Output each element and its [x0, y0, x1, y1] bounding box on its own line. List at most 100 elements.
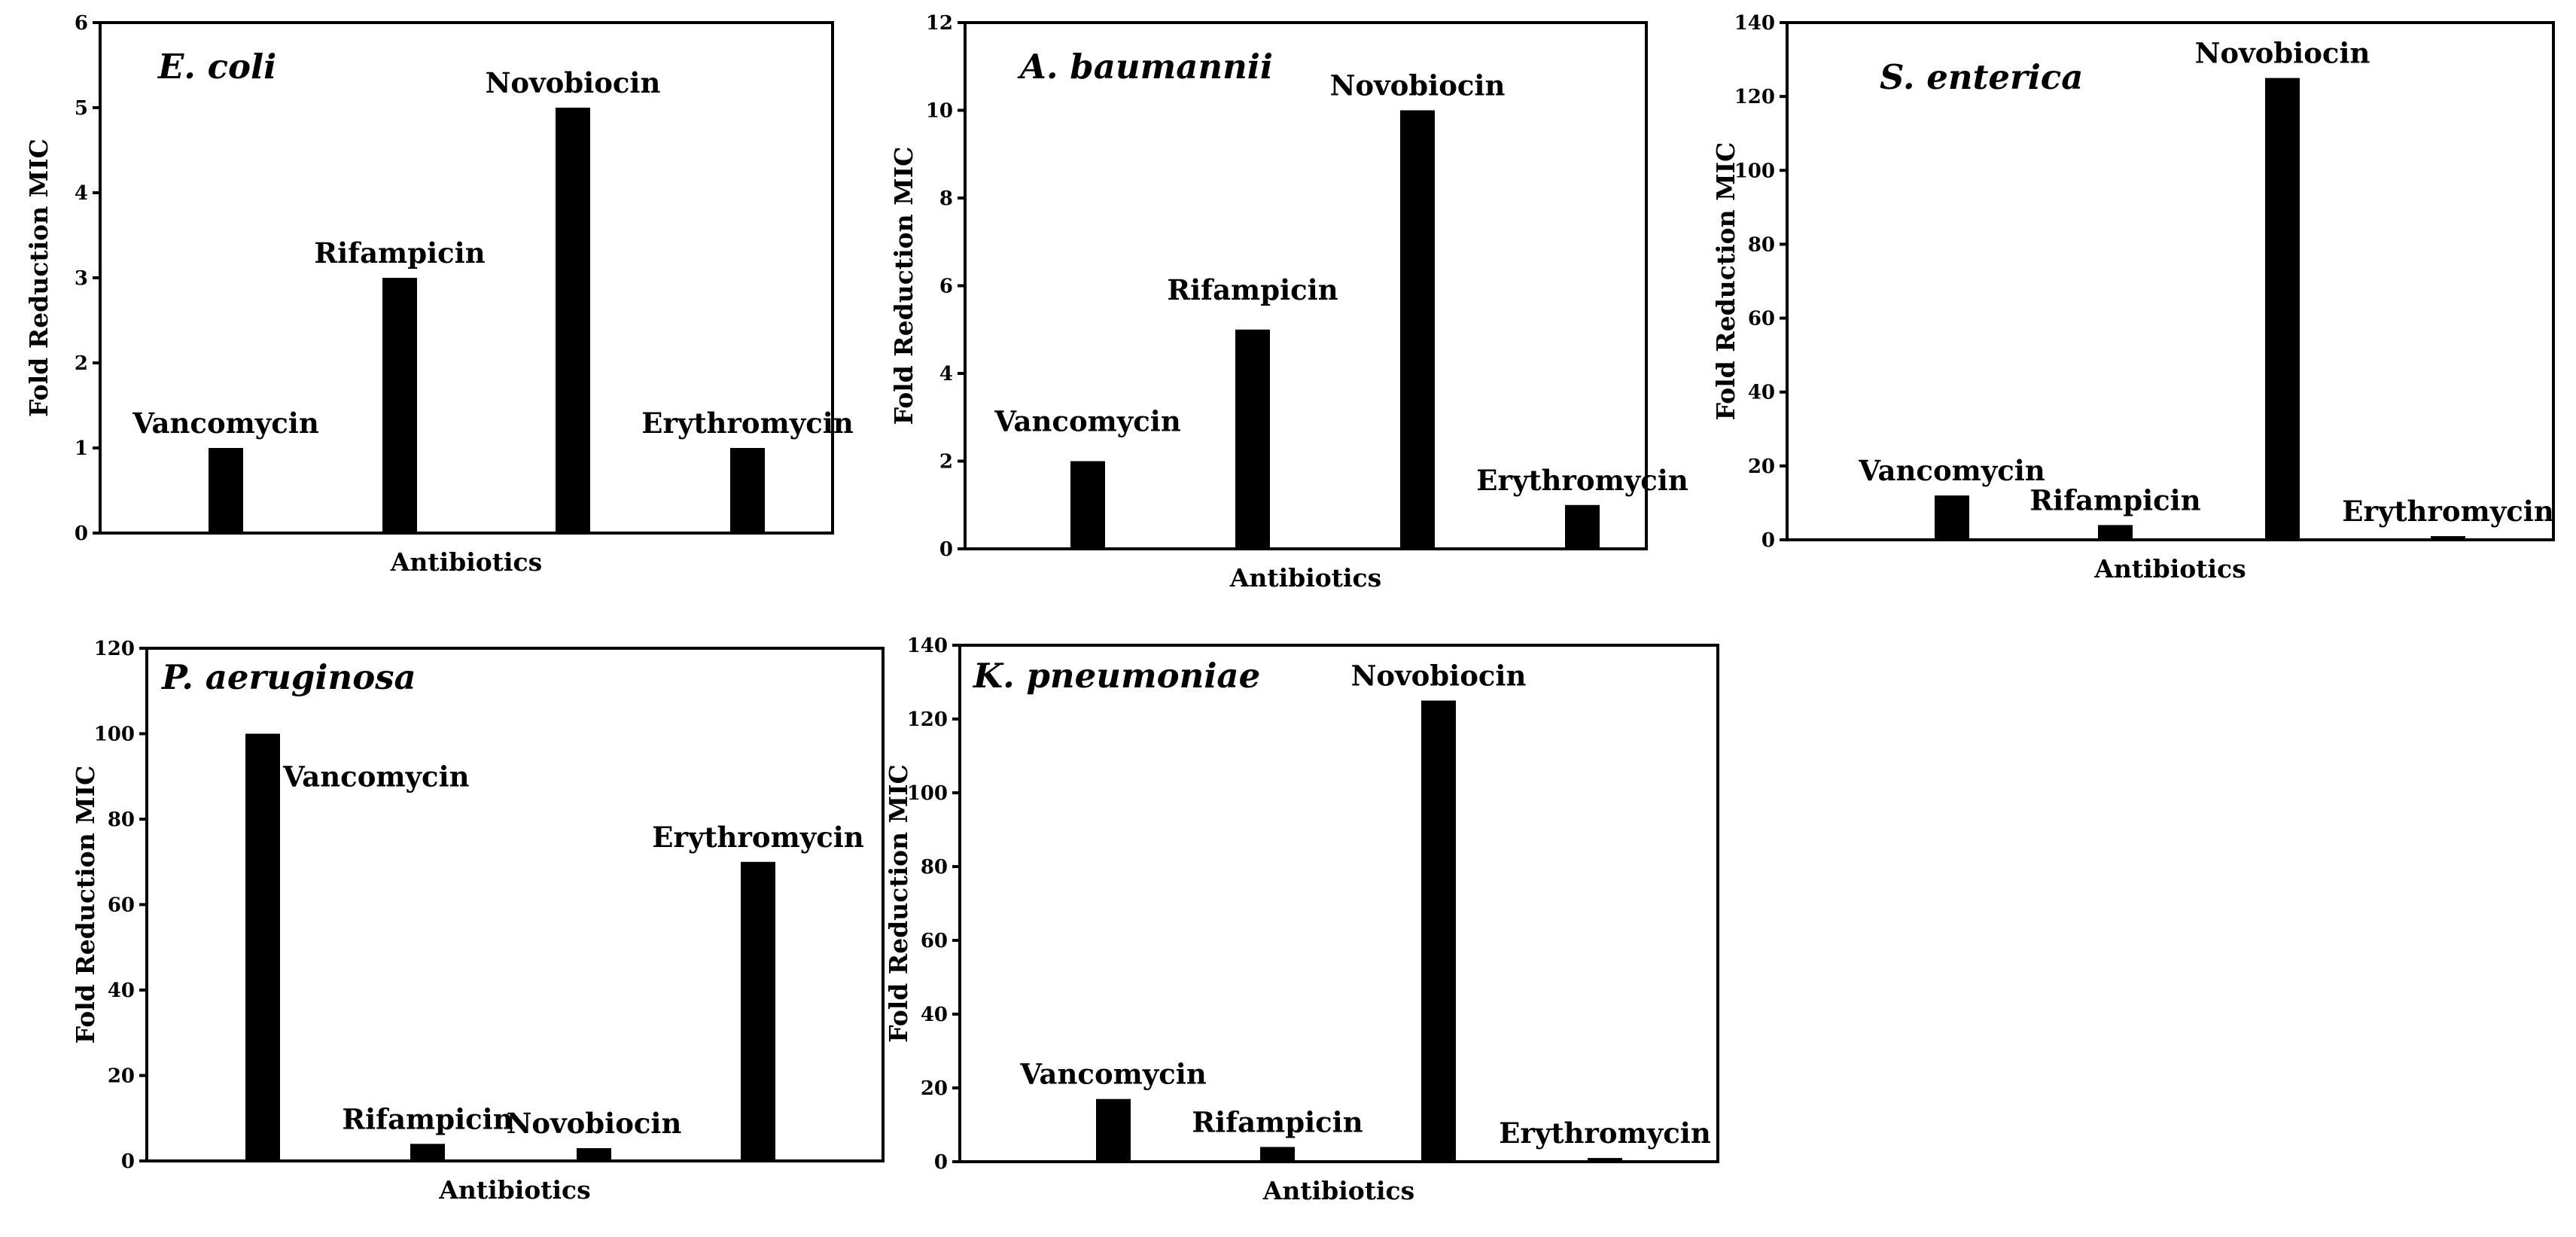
y-tick-label: 100: [94, 724, 135, 746]
y-tick-label: 120: [94, 638, 135, 660]
bar-vancomycin: [209, 448, 243, 533]
bar-rifampicin: [410, 1144, 445, 1161]
chart-title: S. enterica: [1880, 57, 2083, 97]
chart-panel-1: 0 1 2 3 4 5 6 Vancomycin Rifampicin Novobiocin Ery…: [24, 12, 854, 577]
bar-label-rifampicin: Rifampicin: [1192, 1105, 1363, 1138]
bar-label-erythromycin: Erythromycin: [1476, 464, 1688, 497]
y-tick-label: 5: [75, 97, 88, 120]
bar-erythromycin: [741, 861, 775, 1161]
y-tick-label: 10: [926, 100, 953, 123]
y-tick-label: 40: [108, 980, 135, 1002]
bar-label-vancomycin: Vancomycin: [132, 407, 319, 440]
bar-label-vancomycin: Vancomycin: [1858, 454, 2045, 487]
x-axis-title: Antibiotics: [1229, 563, 1381, 593]
bar-label-erythromycin: Erythromycin: [641, 407, 854, 440]
y-tick-label: 60: [108, 894, 135, 917]
bar-label-vancomycin: Vancomycin: [994, 405, 1181, 438]
y-tick-label: 120: [907, 708, 948, 731]
y-tick-label: 100: [1734, 160, 1775, 182]
x-axis-title: Antibiotics: [2093, 554, 2246, 583]
y-tick-label: 120: [1734, 86, 1775, 108]
bar-label-vancomycin: Vancomycin: [282, 760, 470, 794]
y-tick-label: 0: [934, 1151, 948, 1174]
y-tick-label: 140: [907, 635, 948, 657]
bar-rifampicin: [1260, 1147, 1295, 1162]
bar-erythromycin: [2431, 536, 2465, 540]
bar-label-novobiocin: Novobiocin: [507, 1107, 682, 1140]
y-tick-label: 1: [75, 437, 88, 460]
bar-rifampicin: [2098, 525, 2133, 540]
chart-title: P. aeruginosa: [160, 657, 416, 697]
bar-erythromycin: [1588, 1158, 1622, 1162]
y-tick-label: 12: [926, 12, 953, 35]
y-tick-label: 0: [939, 538, 953, 561]
bar-label-erythromycin: Erythromycin: [2342, 495, 2554, 528]
bar-label-novobiocin: Novobiocin: [486, 66, 661, 99]
y-tick-label: 4: [939, 363, 953, 385]
bar-label-rifampicin: Rifampicin: [2029, 483, 2200, 516]
bar-label-rifampicin: Rifampicin: [314, 236, 485, 270]
chart-title: A. baumannii: [1017, 47, 1273, 87]
bar-vancomycin: [245, 733, 280, 1161]
y-tick-label: 40: [1748, 382, 1775, 404]
bar-label-novobiocin: Novobiocin: [1330, 69, 1506, 102]
y-tick-label: 40: [921, 1004, 948, 1026]
y-tick-label: 8: [939, 187, 953, 210]
bar-label-erythromycin: Erythromycin: [1499, 1117, 1711, 1150]
y-axis-title: Fold Reduction MIC: [889, 147, 918, 425]
x-axis-title: Antibiotics: [390, 547, 542, 577]
chart-title: E. coli: [157, 47, 276, 87]
y-tick-label: 80: [921, 856, 948, 879]
bar-novobiocin: [1421, 700, 1456, 1162]
bar-rifampicin: [1235, 329, 1270, 549]
bar-label-erythromycin: Erythromycin: [652, 821, 864, 854]
y-tick-label: 100: [907, 782, 948, 805]
y-tick-label: 0: [1761, 529, 1775, 552]
chart-panel-2: 0 2 4 6 8 10 12 Vancomycin Rifampicin Novobiocin E…: [889, 12, 1688, 593]
x-axis-title: Antibiotics: [438, 1175, 590, 1205]
y-axis-title: Fold Reduction MIC: [884, 764, 913, 1043]
y-tick-label: 0: [75, 523, 88, 545]
bar-label-novobiocin: Novobiocin: [1351, 660, 1527, 693]
bar-vancomycin: [1935, 495, 1969, 540]
y-axis-title: Fold Reduction MIC: [71, 766, 100, 1044]
y-tick-label: 140: [1734, 12, 1775, 35]
y-tick-label: 60: [1748, 308, 1775, 331]
bar-label-rifampicin: Rifampicin: [1167, 273, 1338, 306]
bar-rifampicin: [382, 278, 417, 533]
plot-frame: [1786, 21, 2555, 541]
bar-label-vancomycin: Vancomycin: [1019, 1058, 1207, 1091]
bar-novobiocin: [2265, 78, 2300, 541]
bar-erythromycin: [1565, 504, 1600, 549]
bar-label-rifampicin: Rifampicin: [342, 1102, 513, 1135]
bar-novobiocin: [556, 108, 590, 533]
chart-panel-5: 0 20 40 60 80 100 120 140 Vancomycin Rifampicin No…: [884, 635, 1719, 1205]
chart-title: K. pneumoniae: [972, 656, 1260, 696]
y-tick-label: 6: [75, 12, 88, 35]
y-tick-label: 6: [939, 276, 953, 298]
y-tick-label: 3: [75, 267, 88, 290]
bar-vancomycin: [1096, 1098, 1131, 1162]
y-tick-label: 80: [108, 809, 135, 831]
y-tick-label: 4: [75, 182, 88, 205]
bar-novobiocin: [1400, 110, 1435, 549]
y-tick-label: 0: [121, 1150, 135, 1173]
bar-label-novobiocin: Novobiocin: [2195, 37, 2370, 70]
y-tick-label: 20: [1748, 455, 1775, 478]
y-tick-label: 20: [921, 1077, 948, 1100]
y-tick-label: 80: [1748, 233, 1775, 256]
y-tick-label: 2: [75, 352, 88, 375]
bar-novobiocin: [577, 1147, 611, 1161]
y-axis-title: Fold Reduction MIC: [24, 139, 53, 417]
y-tick-label: 20: [108, 1065, 135, 1088]
bar-vancomycin: [1070, 461, 1105, 549]
y-axis-title: Fold Reduction MIC: [1711, 142, 1740, 421]
plot-frame: [958, 644, 1719, 1163]
y-tick-label: 2: [939, 451, 953, 474]
x-axis-title: Antibiotics: [1262, 1176, 1414, 1205]
chart-panel-4: 0 20 40 60 80 100 120 Vancomycin RifampicinNovob…: [71, 638, 885, 1205]
y-tick-label: 60: [921, 930, 948, 952]
bar-erythromycin: [730, 448, 765, 533]
